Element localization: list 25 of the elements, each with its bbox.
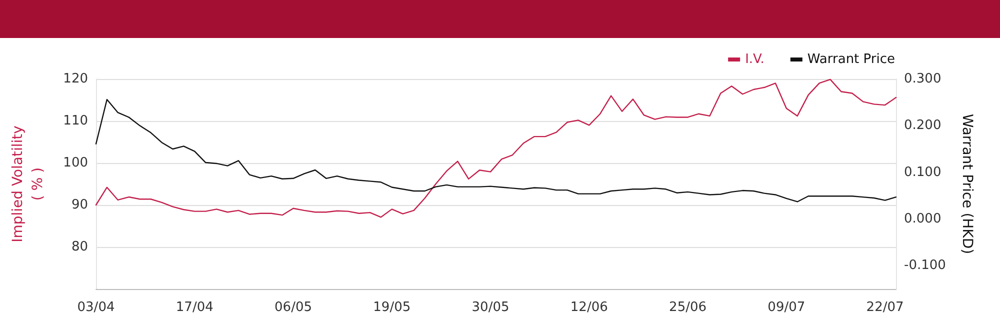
- x-tick-label: 12/06: [570, 300, 608, 315]
- x-tick-label: 03/04: [77, 300, 115, 315]
- x-tick-label: 09/07: [768, 300, 806, 315]
- y-tick-label: 120: [63, 72, 88, 86]
- y-tick-label: 90: [71, 198, 88, 212]
- y2-tick-label: 0.100: [904, 164, 942, 180]
- y2-tick-label: 0.000: [904, 212, 942, 226]
- line-series: [95, 98, 897, 202]
- x-tick-label: 30/05: [472, 300, 510, 315]
- x-tick-label: 06/05: [274, 300, 312, 315]
- x-tick-label: 25/06: [669, 300, 707, 315]
- x-tick-label: 22/07: [866, 300, 904, 315]
- y-tick-label: 110: [63, 114, 88, 128]
- x-tick-label: 17/04: [176, 300, 214, 315]
- y-tick-label: 100: [63, 156, 88, 170]
- x-tick-label: 19/05: [373, 300, 411, 315]
- y2-tick-label: 0.300: [904, 72, 942, 86]
- y2-tick-label: 0.200: [904, 118, 942, 134]
- y2-axis-title: Warrant Price (HKD): [958, 114, 975, 254]
- legend-label: I.V.: [745, 52, 764, 67]
- y2-tick-label: -0.100: [904, 258, 946, 274]
- y-tick-label: 80: [71, 240, 88, 254]
- y-axis-title: Implied Volatility ( % ): [10, 126, 46, 242]
- line-series: [95, 78, 897, 218]
- legend-label: Warrant Price: [807, 52, 896, 67]
